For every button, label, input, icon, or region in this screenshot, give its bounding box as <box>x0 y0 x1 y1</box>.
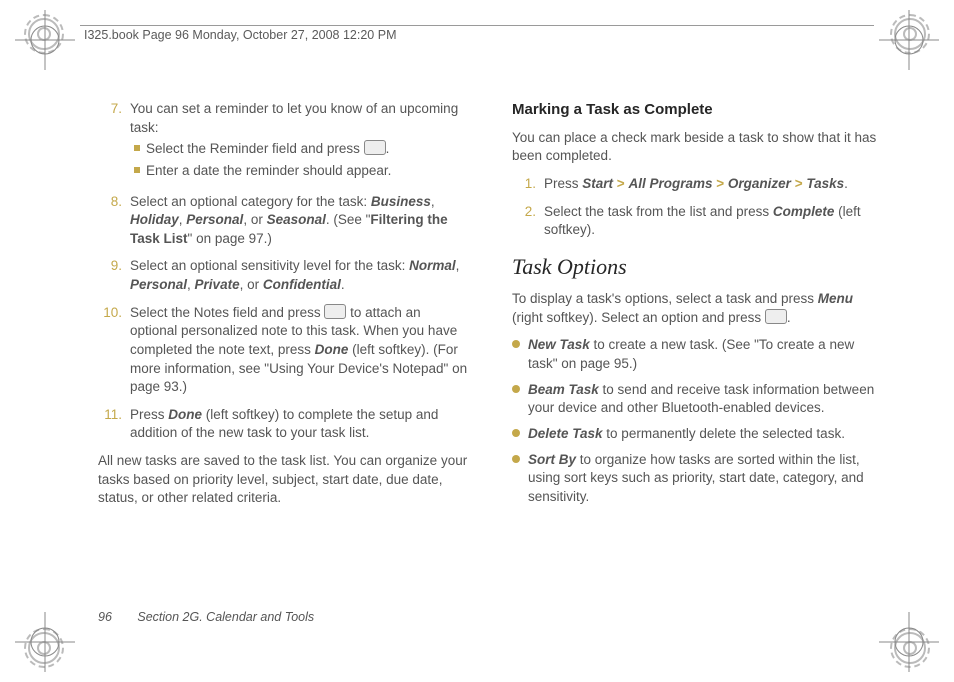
ok-key-icon <box>765 309 787 324</box>
numbered-step: 1.Press Start > All Programs > Organizer… <box>512 175 884 194</box>
numbered-step: 10.Select the Notes field and press to a… <box>98 304 470 397</box>
step-number: 11. <box>98 406 122 443</box>
crop-mark-icon <box>15 10 75 70</box>
step-number: 1. <box>512 175 536 194</box>
dot-bullet-icon <box>512 455 520 463</box>
paragraph: To display a task's options, select a ta… <box>512 290 884 327</box>
step-number: 10. <box>98 304 122 397</box>
ok-key-icon <box>324 304 346 319</box>
step-number: 7. <box>98 100 122 184</box>
step-number: 2. <box>512 203 536 240</box>
right-column: Marking a Task as Complete You can place … <box>512 100 884 592</box>
paragraph: You can place a check mark beside a task… <box>512 129 884 166</box>
page-footer: 96 Section 2G. Calendar and Tools <box>98 610 314 624</box>
numbered-step: 8.Select an optional category for the ta… <box>98 193 470 249</box>
left-column: 7.You can set a reminder to let you know… <box>98 100 470 592</box>
numbered-step: 11.Press Done (left softkey) to complete… <box>98 406 470 443</box>
page: I325.book Page 96 Monday, October 27, 20… <box>0 0 954 682</box>
header-rule <box>80 25 874 26</box>
paragraph: All new tasks are saved to the task list… <box>98 452 470 508</box>
numbered-step: 9.Select an optional sensitivity level f… <box>98 257 470 294</box>
crop-mark-icon <box>15 612 75 672</box>
dot-bullet-icon <box>512 340 520 348</box>
header-text: I325.book Page 96 Monday, October 27, 20… <box>80 28 396 42</box>
crop-mark-icon <box>879 612 939 672</box>
page-number: 96 <box>98 610 112 624</box>
bullet-item: Delete Task to permanently delete the se… <box>512 425 884 444</box>
sub-bullet: Select the Reminder field and press . <box>134 140 470 159</box>
step-number: 9. <box>98 257 122 294</box>
bullet-item: Beam Task to send and receive task infor… <box>512 381 884 418</box>
numbered-step: 2.Select the task from the list and pres… <box>512 203 884 240</box>
ok-key-icon <box>364 140 386 155</box>
square-bullet-icon <box>134 167 140 173</box>
bullet-item: Sort By to organize how tasks are sorted… <box>512 451 884 507</box>
numbered-step: 7.You can set a reminder to let you know… <box>98 100 470 184</box>
sub-bullet: Enter a date the reminder should appear. <box>134 162 470 181</box>
crop-mark-icon <box>879 10 939 70</box>
section-title: Section 2G. Calendar and Tools <box>137 610 314 624</box>
dot-bullet-icon <box>512 385 520 393</box>
square-bullet-icon <box>134 145 140 151</box>
content-area: 7.You can set a reminder to let you know… <box>98 100 884 592</box>
bullet-item: New Task to create a new task. (See "To … <box>512 336 884 373</box>
section-heading: Marking a Task as Complete <box>512 100 884 121</box>
step-number: 8. <box>98 193 122 249</box>
dot-bullet-icon <box>512 429 520 437</box>
section-title-italic: Task Options <box>512 252 884 282</box>
